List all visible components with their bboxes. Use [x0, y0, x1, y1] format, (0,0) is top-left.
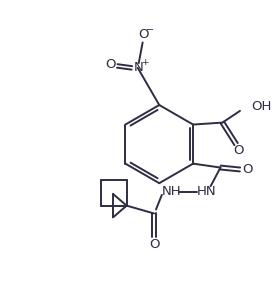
Text: O: O — [243, 163, 253, 176]
Text: O: O — [149, 238, 159, 251]
Text: O: O — [138, 28, 149, 41]
Text: O: O — [105, 58, 116, 71]
Text: N: N — [134, 61, 144, 74]
Text: −: − — [146, 25, 155, 35]
Text: NH: NH — [162, 186, 182, 198]
Text: HN: HN — [197, 186, 217, 198]
Text: OH: OH — [252, 100, 272, 113]
Text: +: + — [141, 59, 148, 67]
Text: O: O — [233, 144, 243, 157]
